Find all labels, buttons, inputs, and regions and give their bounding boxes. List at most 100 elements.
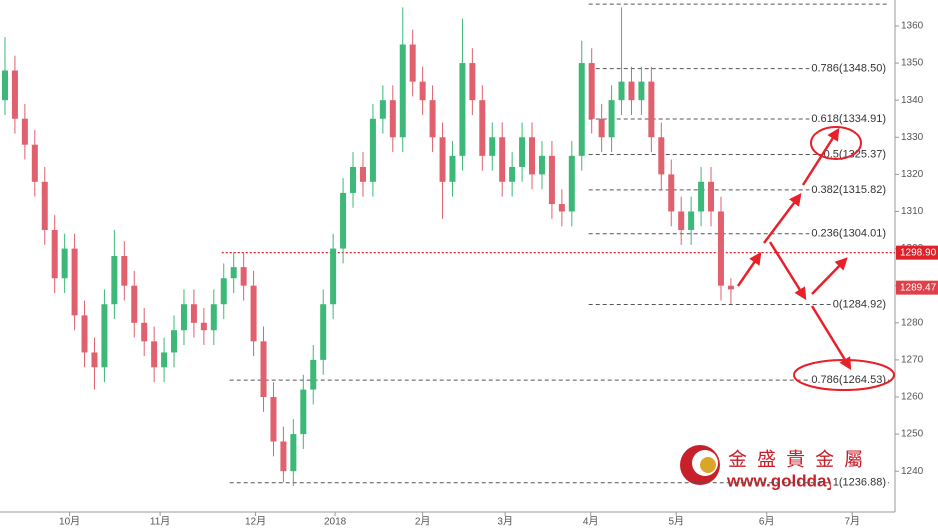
candle-body bbox=[389, 100, 396, 138]
candle-body bbox=[340, 192, 347, 249]
label-bg bbox=[809, 227, 888, 240]
arrow bbox=[736, 251, 762, 287]
price-tag bbox=[896, 280, 938, 295]
x-tick-label: 4月 bbox=[583, 516, 599, 528]
y-tick-label: 1250 bbox=[901, 429, 924, 440]
candle-body bbox=[210, 304, 217, 331]
y-tick-label: 1310 bbox=[901, 206, 924, 217]
candle-body bbox=[529, 137, 536, 175]
candle-body bbox=[161, 352, 168, 368]
candle-body bbox=[171, 330, 178, 353]
candle-body bbox=[61, 248, 68, 279]
highlight bbox=[810, 126, 862, 160]
label-bg bbox=[830, 298, 888, 311]
candle-body bbox=[449, 155, 456, 182]
candle-body bbox=[270, 396, 277, 442]
candle-body bbox=[11, 70, 18, 119]
y-tick-label: 1340 bbox=[901, 95, 924, 106]
price-tag-label: 1289.47 bbox=[900, 282, 937, 293]
watermark: 金 盛 貴 金 屬 www.goldday.com bbox=[680, 445, 874, 490]
arrow bbox=[810, 305, 852, 371]
candle-body bbox=[588, 63, 595, 119]
candle-body bbox=[260, 341, 267, 397]
logo bbox=[700, 457, 716, 473]
candle-body bbox=[678, 211, 685, 231]
candle-body bbox=[350, 166, 357, 193]
candle-body bbox=[429, 100, 436, 138]
candle-body bbox=[578, 63, 585, 156]
arrow bbox=[768, 241, 807, 301]
candle-body bbox=[628, 81, 635, 101]
candle-body bbox=[618, 81, 625, 101]
candle-body bbox=[250, 285, 257, 342]
candle-body bbox=[369, 118, 376, 182]
y-tick-label: 1270 bbox=[901, 355, 924, 366]
x-tick-label: 7月 bbox=[844, 516, 860, 528]
highlight bbox=[793, 359, 895, 391]
candle-body bbox=[479, 100, 486, 156]
candle-body bbox=[71, 248, 78, 316]
x-tick-label: 2月 bbox=[415, 516, 431, 528]
arrow bbox=[763, 193, 802, 244]
x-tick-label: 10月 bbox=[59, 516, 80, 528]
x-tick-label: 3月 bbox=[497, 516, 513, 528]
x-tick-label: 2018 bbox=[324, 517, 347, 528]
y-tick-label: 1260 bbox=[901, 392, 924, 403]
candle-body bbox=[409, 44, 416, 82]
candle-body bbox=[220, 278, 227, 305]
candle-body bbox=[81, 315, 88, 353]
candle-body bbox=[519, 137, 526, 167]
candle-body bbox=[280, 441, 287, 472]
x-tick-label: 6月 bbox=[759, 516, 775, 528]
fib-label: 0.382(1315.82) bbox=[811, 184, 886, 196]
candle-body bbox=[698, 181, 705, 212]
arrows bbox=[736, 127, 852, 371]
label-bg bbox=[809, 183, 888, 196]
x-tick-label: 12月 bbox=[245, 516, 266, 528]
candle-body bbox=[499, 137, 506, 182]
candle-body bbox=[598, 118, 605, 138]
candle-body bbox=[608, 100, 615, 138]
candle-body bbox=[688, 211, 695, 231]
label-bg bbox=[809, 112, 888, 125]
candle-body bbox=[509, 166, 516, 182]
fib-label: 1(1236.88) bbox=[833, 477, 886, 489]
fib-label: 0.786(1348.50) bbox=[811, 63, 886, 75]
y-tick-label: 1350 bbox=[901, 58, 924, 69]
candle-body bbox=[180, 304, 187, 331]
arrow bbox=[801, 127, 840, 186]
label-bg bbox=[830, 476, 888, 489]
candle-body bbox=[131, 285, 138, 323]
candle-body bbox=[568, 155, 575, 212]
candle-body bbox=[708, 181, 715, 212]
fib-label: 0.786(1264.53) bbox=[811, 374, 886, 386]
candle-body bbox=[558, 204, 565, 212]
watermark-name: 金 盛 貴 金 屬 bbox=[728, 449, 865, 471]
candle-body bbox=[111, 256, 118, 305]
candle-body bbox=[21, 118, 28, 145]
candle-body bbox=[727, 285, 734, 290]
candle-body bbox=[489, 137, 496, 156]
price-tag-label: 1298.90 bbox=[900, 247, 937, 258]
candle-body bbox=[359, 166, 366, 182]
candle-body bbox=[200, 322, 207, 331]
x-tick-label: 5月 bbox=[668, 516, 684, 528]
candle-body bbox=[31, 144, 38, 182]
candle-body bbox=[290, 434, 297, 472]
candle-body bbox=[658, 137, 665, 175]
price-tag bbox=[896, 245, 938, 260]
candle-body bbox=[399, 44, 406, 138]
candle-body bbox=[190, 304, 197, 323]
candle-body bbox=[1, 70, 8, 101]
candle-body bbox=[459, 63, 466, 156]
x-tick-label: 11月 bbox=[150, 516, 170, 528]
candle-body bbox=[300, 389, 307, 435]
fib-label: 0.618(1334.91) bbox=[811, 113, 886, 125]
candle-body bbox=[141, 322, 148, 342]
candle-body bbox=[668, 174, 675, 212]
candle-body bbox=[379, 100, 386, 119]
candle-body bbox=[638, 81, 645, 101]
candle-body bbox=[310, 359, 317, 390]
fib-label: 0.236(1304.01) bbox=[811, 228, 886, 240]
